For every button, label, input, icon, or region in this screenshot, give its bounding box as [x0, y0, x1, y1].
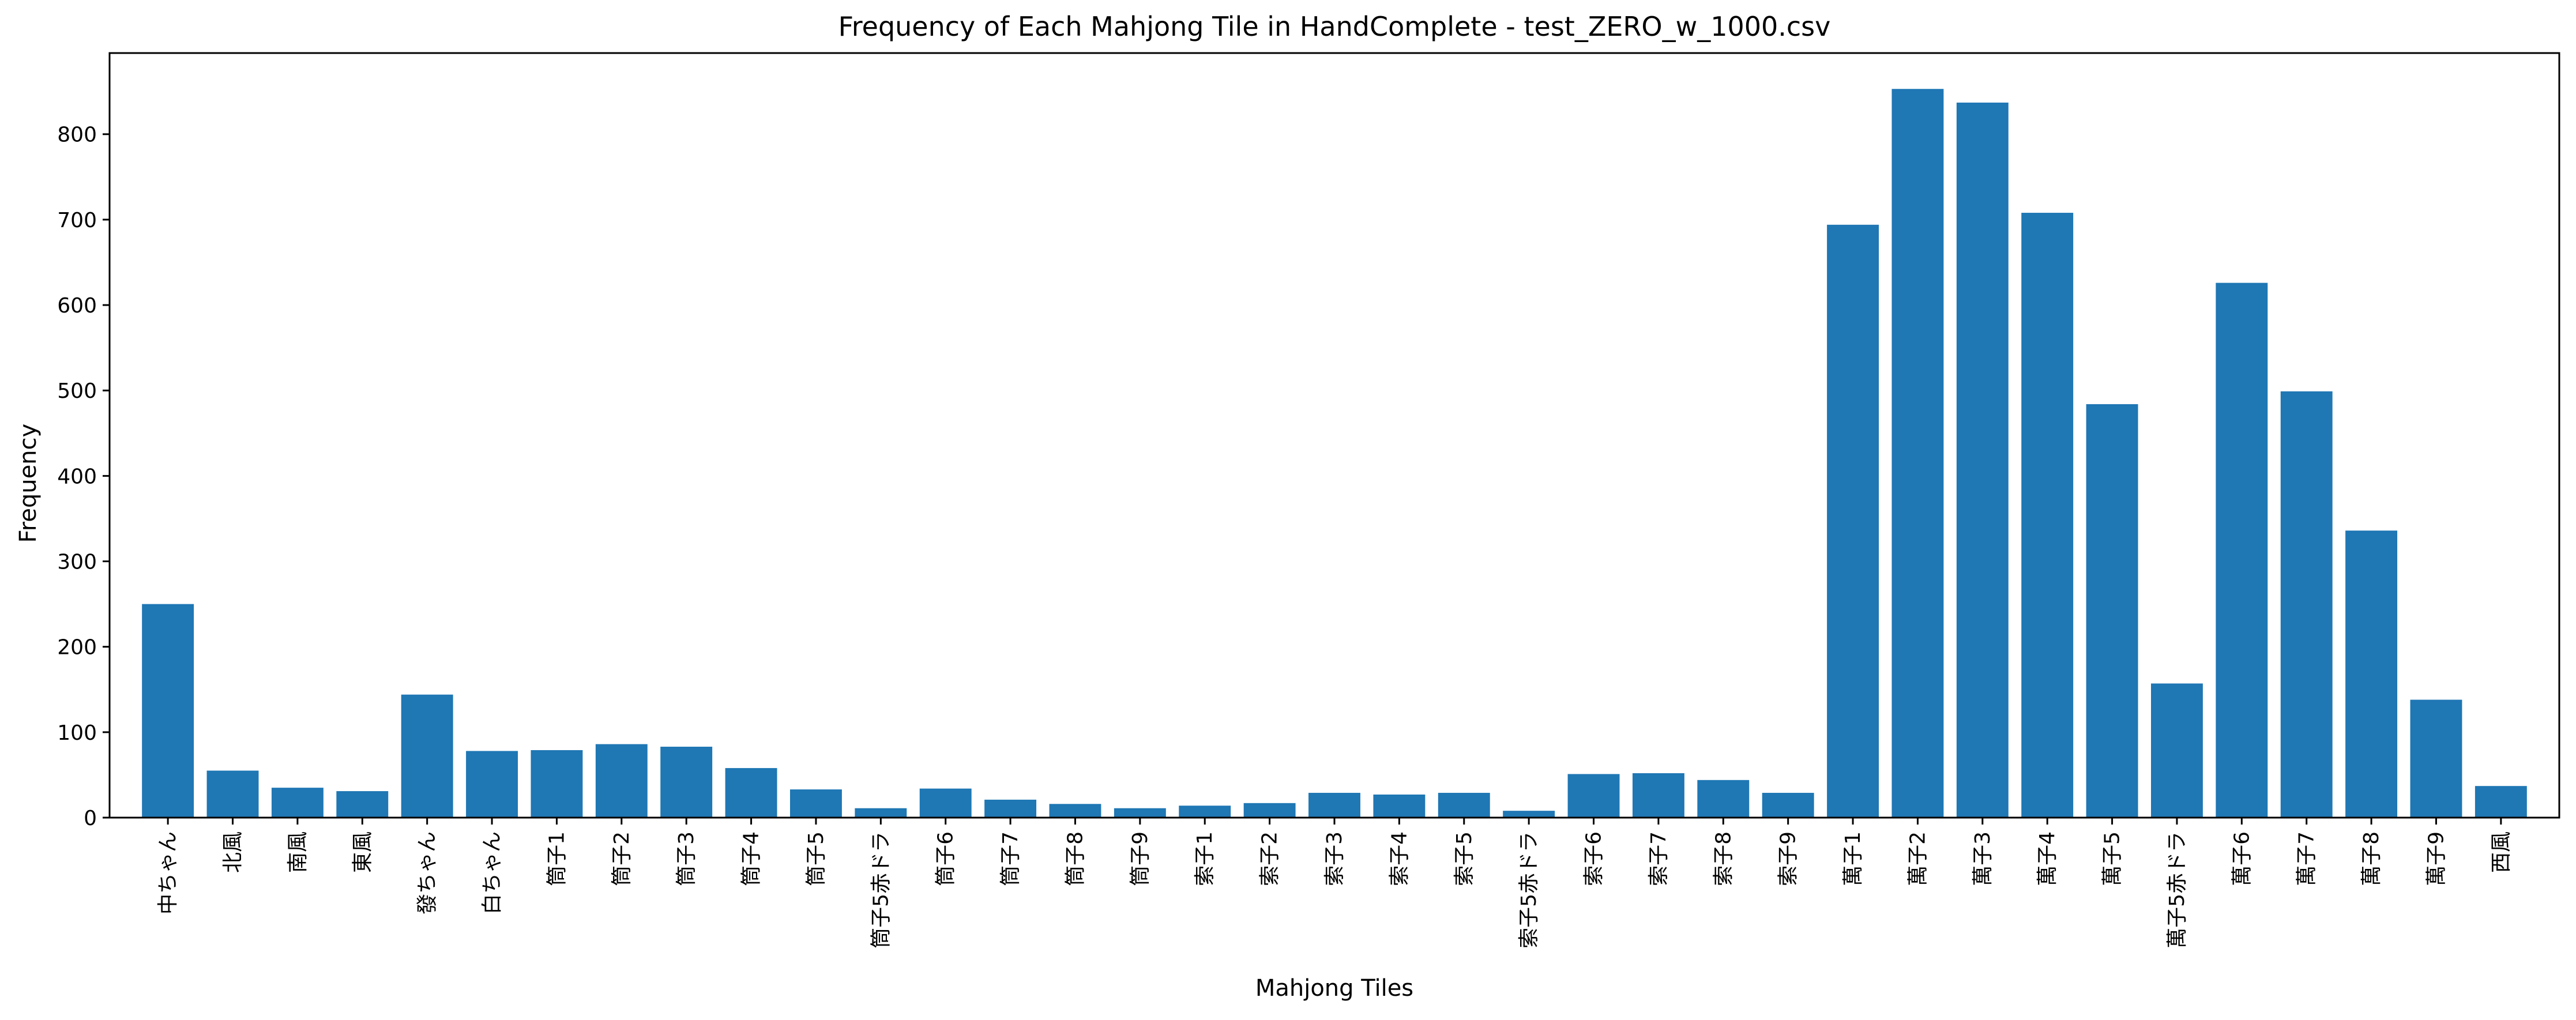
x-tick-label: 索子3	[1323, 831, 1347, 886]
bar-36	[2410, 699, 2462, 818]
y-axis-title: Frequency	[15, 424, 42, 543]
bar-20	[1373, 794, 1426, 818]
x-tick-label: 萬子2	[1906, 831, 1930, 886]
bar-24	[1632, 773, 1684, 818]
bar-1	[142, 604, 194, 818]
bar-31	[2086, 404, 2138, 818]
bar-28	[1891, 89, 1944, 818]
bar-13	[919, 788, 972, 818]
chart-title: Frequency of Each Mahjong Tile in HandCo…	[838, 11, 1831, 42]
bar-11	[790, 789, 842, 818]
x-tick-label: 萬子9	[2424, 831, 2448, 886]
x-tick-label: 萬子1	[1841, 831, 1865, 886]
bar-27	[1827, 224, 1879, 818]
bar-17	[1179, 806, 1231, 818]
x-tick-label: 萬子5赤ドラ	[2165, 831, 2189, 949]
bars-group	[142, 89, 2527, 818]
plot-frame	[108, 52, 2560, 819]
x-tick-label: 萬子4	[2036, 831, 2059, 886]
x-tick-label: 索子4	[1387, 831, 1411, 886]
bar-16	[1114, 808, 1166, 818]
bar-3	[271, 788, 324, 818]
y-tick-label: 700	[57, 209, 97, 232]
x-tick-label: 萬子3	[1971, 831, 1995, 886]
x-tick-label: 萬子8	[2360, 831, 2383, 886]
x-tick-label: 索子5赤ドラ	[1517, 831, 1541, 949]
x-tick-label: 筒子7	[999, 831, 1022, 886]
y-tick-label: 800	[57, 123, 97, 147]
x-tick-label: 筒子5赤ドラ	[869, 831, 893, 949]
x-tick-label: 索子6	[1582, 831, 1606, 886]
bar-4	[336, 791, 389, 818]
x-tick-label: 筒子3	[675, 831, 698, 886]
x-tick-label: 索子9	[1777, 831, 1800, 886]
bar-30	[2021, 213, 2074, 818]
bar-33	[2216, 283, 2268, 818]
bar-5	[401, 694, 453, 818]
y-tick-label: 200	[57, 636, 97, 660]
y-tick-label: 500	[57, 379, 97, 403]
bar-7	[531, 750, 583, 818]
x-tick-label: 北風	[221, 831, 245, 873]
x-tick-label: 萬子7	[2295, 831, 2319, 886]
x-tick-label: 萬子5	[2101, 831, 2124, 886]
bar-34	[2280, 391, 2333, 818]
x-tick-label: 索子7	[1647, 831, 1671, 886]
bar-6	[466, 751, 518, 818]
bar-22	[1503, 811, 1555, 818]
y-tick-label: 400	[57, 465, 97, 488]
x-tick-label: 萬子6	[2230, 831, 2254, 886]
bar-9	[660, 747, 713, 818]
x-tick-label: 南風	[286, 831, 310, 873]
x-axis: 中ちゃん 北風 南風 東風 發ちゃん 白ちゃん 筒子1 筒子2 筒子3 筒子4 筒子5 筒子5赤ドラ 筒…	[156, 818, 2513, 949]
bar-19	[1308, 793, 1360, 818]
bar-2	[206, 770, 259, 818]
x-tick-label: 索子5	[1453, 831, 1476, 886]
bar-21	[1438, 793, 1490, 818]
bar-18	[1243, 803, 1296, 818]
x-tick-label: 筒子9	[1129, 831, 1152, 886]
bar-26	[1762, 793, 1814, 818]
bar-32	[2151, 683, 2203, 818]
y-tick-label: 0	[84, 807, 97, 830]
x-tick-label: 白ちゃん	[480, 831, 504, 914]
bar-8	[595, 744, 648, 818]
x-tick-label: 筒子5	[804, 831, 828, 886]
x-tick-label: 索子1	[1193, 831, 1217, 886]
x-tick-label: 筒子8	[1063, 831, 1087, 886]
y-tick-label: 600	[57, 294, 97, 318]
x-tick-label: 西風	[2489, 831, 2513, 873]
x-axis-title: Mahjong Tiles	[1255, 975, 1413, 1002]
x-tick-label: 索子2	[1258, 831, 1282, 886]
y-axis: 0 100 200 300 400 500 600 700 800	[57, 123, 110, 830]
x-tick-label: 筒子6	[934, 831, 958, 886]
bar-35	[2345, 530, 2398, 818]
bar-37	[2475, 786, 2527, 818]
x-tick-label: 筒子1	[545, 831, 569, 886]
bar-14	[984, 799, 1037, 818]
x-tick-label: 發ちゃん	[416, 831, 439, 914]
y-tick-label: 300	[57, 551, 97, 574]
bar-23	[1567, 774, 1620, 818]
x-tick-label: 筒子4	[740, 831, 764, 886]
bar-12	[855, 808, 907, 818]
bar-15	[1049, 804, 1101, 818]
x-tick-label: 東風	[351, 831, 374, 873]
x-tick-label: 中ちゃん	[156, 831, 180, 914]
y-tick-label: 100	[57, 721, 97, 745]
bar-29	[1956, 102, 2009, 818]
x-tick-label: 筒子2	[610, 831, 634, 886]
x-tick-label: 索子8	[1712, 831, 1735, 886]
bar-25	[1697, 780, 1750, 818]
bar-10	[725, 768, 777, 818]
